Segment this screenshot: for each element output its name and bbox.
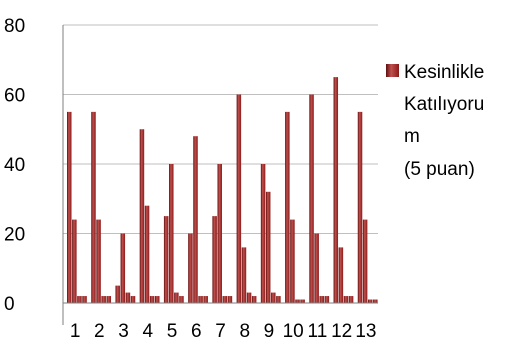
x-axis-labels: 1 2 3 4 5 6 7 8 9 10 11 12 13 (70, 321, 377, 342)
x-tick-label: 7 (215, 321, 226, 342)
y-axis-labels: 0 20 40 60 80 (4, 16, 25, 315)
bar (285, 111, 290, 303)
bar (236, 94, 242, 303)
bar (198, 296, 203, 303)
x-tick-label: 2 (94, 321, 105, 342)
axes (62, 25, 378, 325)
bar (260, 164, 266, 303)
bar (217, 164, 222, 303)
bar (188, 233, 193, 303)
y-tick-label: 60 (4, 86, 25, 107)
legend: Kesinlikle Katılıyoru m (5 puan) (386, 62, 484, 180)
y-tick-label: 20 (4, 225, 25, 246)
bar (179, 296, 184, 303)
x-tick-label: 10 (283, 321, 304, 342)
bar (67, 111, 72, 303)
bar (169, 164, 174, 303)
bar (193, 136, 198, 303)
bar (324, 296, 330, 303)
y-tick-label: 80 (4, 16, 25, 37)
bar (82, 296, 87, 303)
bar (130, 296, 136, 303)
bar (373, 299, 378, 303)
bar (101, 296, 106, 303)
bar (295, 299, 300, 303)
bar (144, 205, 150, 303)
legend-line-3: m (404, 126, 420, 147)
x-tick-label: 1 (70, 321, 81, 342)
bar (357, 111, 363, 303)
bar-group (67, 77, 378, 303)
y-tick-label: 40 (4, 155, 25, 176)
x-tick-label: 11 (308, 321, 328, 342)
y-tick-label: 0 (4, 294, 15, 315)
bar (246, 292, 252, 303)
bar (309, 94, 314, 303)
bar (265, 191, 271, 303)
legend-line-2: Katılıyoru (404, 94, 484, 115)
bar (174, 292, 179, 303)
bar (96, 219, 101, 303)
bar (362, 219, 368, 303)
bar (271, 292, 276, 303)
bar (163, 216, 169, 303)
x-tick-label: 8 (239, 321, 250, 342)
x-tick-label: 3 (118, 321, 129, 342)
bar (115, 285, 120, 303)
bar (154, 296, 160, 303)
x-tick-label: 4 (143, 321, 154, 342)
bar (338, 247, 344, 303)
legend-swatch (386, 64, 399, 77)
bar (241, 247, 247, 303)
legend-line-1: Kesinlikle (404, 62, 484, 83)
bar (212, 216, 217, 303)
bar (120, 233, 126, 303)
bar (72, 219, 77, 303)
bar (300, 299, 305, 303)
bar (203, 296, 208, 303)
bar (276, 296, 281, 303)
bar (314, 233, 319, 303)
bar (319, 296, 325, 303)
bar (77, 296, 82, 303)
bar (222, 296, 228, 303)
x-tick-label: 6 (191, 321, 202, 342)
bar (343, 296, 349, 303)
legend-line-4: (5 puan) (404, 159, 475, 180)
bar (251, 296, 257, 303)
bar (227, 296, 233, 303)
bar (333, 77, 339, 303)
bar (149, 296, 155, 303)
x-tick-label: 13 (355, 321, 376, 342)
bar (106, 296, 112, 303)
x-tick-label: 12 (331, 321, 352, 342)
bar (125, 292, 131, 303)
bar (367, 299, 373, 303)
bar (290, 219, 295, 303)
bar (348, 296, 354, 303)
bar (91, 111, 96, 303)
bar (139, 129, 145, 303)
x-tick-label: 5 (167, 321, 178, 342)
x-tick-label: 9 (264, 321, 275, 342)
